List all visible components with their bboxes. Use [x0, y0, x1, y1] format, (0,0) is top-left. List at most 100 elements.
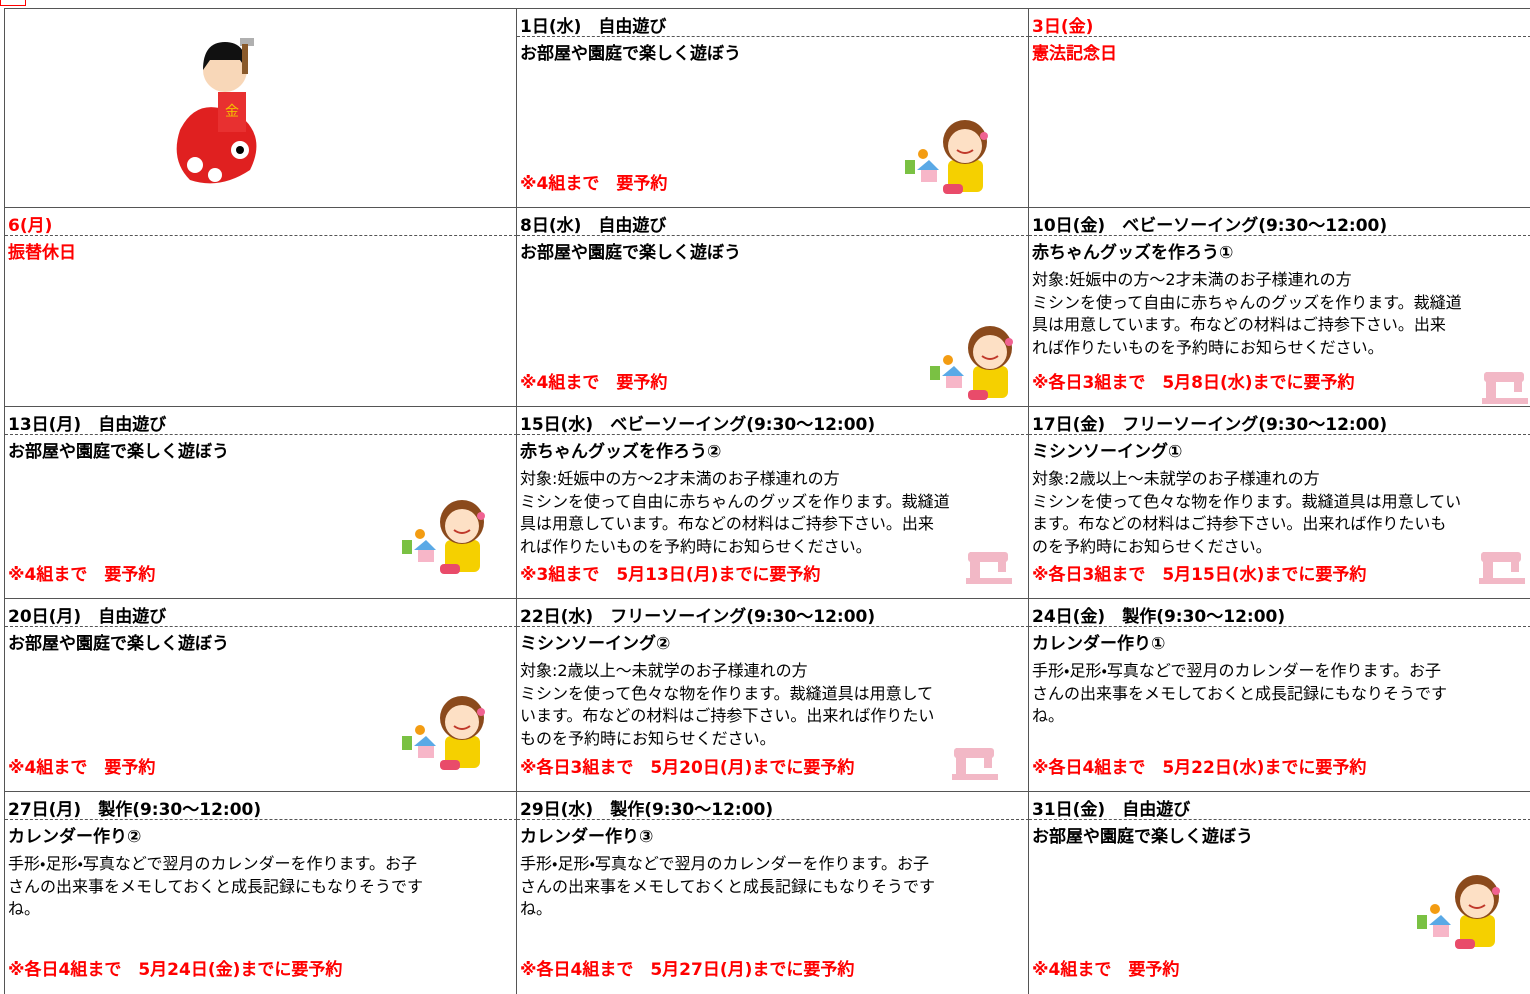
reservation-note: ※各日3組まで 5月15日(水)までに要予約 — [1032, 565, 1367, 585]
event-description: 対象:妊娠中の方～2才未満のお子様連れの方 — [1032, 270, 1352, 289]
event-description: さんの出来事をメモしておくと成長記録にもなりそうです — [1032, 683, 1448, 703]
event-description: ます。布などの材料はご持参下さい。出来れば作りたいも — [1032, 514, 1447, 534]
reservation-note: ※4組まで 要予約 — [8, 565, 156, 585]
sewing-machine-icon — [966, 552, 1012, 584]
event-description: さんの出来事をメモしておくと成長記録にもなりそうです — [8, 876, 424, 896]
event-title: 憲法記念日 — [1032, 44, 1117, 64]
day-cell: 17日(金) フリーソーイング(9:30～12:00) ミシンソーイング① 対象:2… — [1028, 406, 1530, 599]
event-title: お部屋や園庭で楽しく遊ぼう — [1032, 827, 1253, 847]
day-cell: 1日(水) 自由遊びお部屋や園庭で楽しく遊ぼう ※4組まで 要予約 — [516, 8, 1029, 208]
day-cell — [4, 8, 517, 208]
day-cell: 31日(金) 自由遊びお部屋や園庭で楽しく遊ぼう ※4組まで 要予約 — [1028, 791, 1530, 994]
girl-illustration — [904, 119, 989, 195]
day-cell: 15日(水) ベビーソーイング(9:30～12:00) 赤ちゃんグッズを作ろう② 対… — [516, 406, 1029, 599]
reservation-note: ※4組まで 要予約 — [520, 174, 668, 194]
event-title: ミシンソーイング① — [1032, 442, 1183, 462]
event-description: 手形・足形・写真などで翌月のカレンダーを作ります。お子 — [520, 854, 929, 873]
event-title: 赤ちゃんグッズを作ろう① — [1032, 243, 1234, 263]
dashed-divider — [5, 819, 517, 820]
day-cell: 24日(金) 製作(9:30～12:00) カレンダー作り① 手形・足形・写真などで… — [1028, 598, 1530, 792]
reservation-note: ※各日3組まで 5月8日(水)までに要予約 — [1032, 373, 1355, 393]
reservation-note: ※各日4組まで 5月24日(金)までに要予約 — [8, 960, 343, 980]
sewing-machine-icon — [952, 748, 998, 780]
girl-illustration — [1416, 874, 1501, 950]
day-header: 13日(月) 自由遊び — [8, 415, 167, 435]
reservation-note: ※4組まで 要予約 — [520, 373, 668, 393]
event-description: ミシンを使って色々な物を作ります。裁縫道具は用意して — [520, 683, 934, 703]
day-cell: 27日(月) 製作(9:30～12:00) カレンダー作り② 手形・足形・写真などで… — [4, 791, 517, 994]
event-description: います。布などの材料はご持参下さい。出来れば作りたい — [520, 706, 935, 726]
day-header: 15日(水) ベビーソーイング(9:30～12:00) — [520, 415, 876, 435]
event-description: ね。 — [8, 899, 41, 919]
day-header: 27日(月) 製作(9:30～12:00) — [8, 800, 262, 820]
reservation-note: ※各日3組まで 5月20日(月)までに要予約 — [520, 758, 855, 778]
day-header: 24日(金) 製作(9:30～12:00) — [1032, 607, 1286, 627]
sewing-machine-icon — [1479, 552, 1525, 584]
event-description: 具は用意しています。布などの材料はご持参下さい。出来 — [520, 514, 934, 534]
svg-text:金: 金 — [225, 104, 239, 120]
dashed-divider — [517, 626, 1029, 627]
day-cell: 20日(月) 自由遊び お部屋や園庭で楽しく遊ぼう ※4組まで 要予約 — [4, 598, 517, 792]
event-title: お部屋や園庭で楽しく遊ぼう — [8, 634, 229, 654]
event-description: ミシンを使って色々な物を作ります。裁縫道具は用意してい — [1032, 491, 1462, 511]
event-title: ミシンソーイング② — [520, 634, 671, 654]
dashed-divider — [5, 626, 517, 627]
event-title: お部屋や園庭で楽しく遊ぼう — [8, 442, 229, 462]
day-cell: 10日(金) ベビーソーイング(9:30～12:00) 赤ちゃんグッズを作ろう① 対… — [1028, 207, 1530, 407]
girl-illustration — [929, 325, 1014, 401]
dashed-divider — [517, 819, 1029, 820]
event-description: のを予約時にお知らせください。 — [1032, 537, 1272, 557]
reservation-note: ※各日4組まで 5月22日(水)までに要予約 — [1032, 758, 1367, 778]
event-description: ものを予約時にお知らせください。 — [520, 729, 776, 749]
event-description: れば作りたいものを予約時にお知らせください。 — [520, 537, 872, 557]
event-title: お部屋や園庭で楽しく遊ぼう — [520, 44, 741, 64]
dashed-divider — [5, 434, 517, 435]
event-title: カレンダー作り② — [8, 827, 142, 847]
reservation-note: ※各日4組まで 5月27日(月)までに要予約 — [520, 960, 855, 980]
day-header: 31日(金) 自由遊び — [1032, 800, 1191, 820]
day-header: 3日(金) — [1032, 17, 1094, 37]
event-title: お部屋や園庭で楽しく遊ぼう — [520, 243, 741, 263]
dashed-divider — [1029, 36, 1530, 37]
event-description: さんの出来事をメモしておくと成長記録にもなりそうです — [520, 876, 936, 896]
event-description: 手形・足形・写真などで翌月のカレンダーを作ります。お子 — [1032, 661, 1441, 680]
event-title: 赤ちゃんグッズを作ろう② — [520, 442, 722, 462]
event-description: ね。 — [1032, 706, 1065, 726]
day-header: 22日(水) フリーソーイング(9:30～12:00) — [520, 607, 876, 627]
day-cell: 22日(水) フリーソーイング(9:30～12:00) ミシンソーイング② 対象:2… — [516, 598, 1029, 792]
day-header: 8日(水) 自由遊び — [520, 216, 667, 236]
day-header: 17日(金) フリーソーイング(9:30～12:00) — [1032, 415, 1388, 435]
corner-mark — [0, 0, 26, 6]
event-description: 対象:2歳以上～未就学のお子様連れの方 — [1032, 469, 1320, 488]
dashed-divider — [1029, 434, 1530, 435]
event-title: 振替休日 — [8, 243, 76, 263]
day-cell: 13日(月) 自由遊びお部屋や園庭で楽しく遊ぼう ※4組まで 要予約 — [4, 406, 517, 599]
day-header: 1日(水) 自由遊び — [520, 17, 667, 37]
dashed-divider — [517, 235, 1029, 236]
event-description: 手形・足形・写真などで翌月のカレンダーを作ります。お子 — [8, 854, 417, 873]
kintaro-illustration: 金 — [176, 38, 257, 184]
day-cell: 29日(水) 製作(9:30～12:00) カレンダー作り③ 手形・足形・写真などで… — [516, 791, 1029, 994]
event-description: ミシンを使って自由に赤ちゃんのグッズを作ります。裁縫道 — [1032, 292, 1462, 312]
event-description: ミシンを使って自由に赤ちゃんのグッズを作ります。裁縫道 — [520, 491, 950, 511]
dashed-divider — [5, 235, 517, 236]
day-header: 10日(金) ベビーソーイング(9:30～12:00) — [1032, 216, 1388, 236]
day-header: 20日(月) 自由遊び — [8, 607, 167, 627]
event-description: 具は用意しています。布などの材料はご持参下さい。出来 — [1032, 315, 1446, 335]
event-title: カレンダー作り① — [1032, 634, 1166, 654]
event-description: 対象:2歳以上～未就学のお子様連れの方 — [520, 661, 808, 680]
day-header: 6(月) — [8, 216, 53, 236]
reservation-note: ※3組まで 5月13日(月)までに要予約 — [520, 565, 821, 585]
dashed-divider — [1029, 626, 1530, 627]
girl-illustration — [401, 499, 486, 575]
event-description: れば作りたいものを予約時にお知らせください。 — [1032, 338, 1384, 358]
dashed-divider — [517, 434, 1029, 435]
reservation-note: ※4組まで 要予約 — [1032, 960, 1180, 980]
event-description: ね。 — [520, 899, 553, 919]
girl-illustration — [401, 695, 486, 771]
dashed-divider — [1029, 235, 1530, 236]
sewing-machine-icon — [1482, 372, 1528, 404]
day-cell: 8日(水) 自由遊びお部屋や園庭で楽しく遊ぼう ※4組まで 要予約 — [516, 207, 1029, 407]
day-cell: 3日(金) 憲法記念日 — [1028, 8, 1530, 208]
